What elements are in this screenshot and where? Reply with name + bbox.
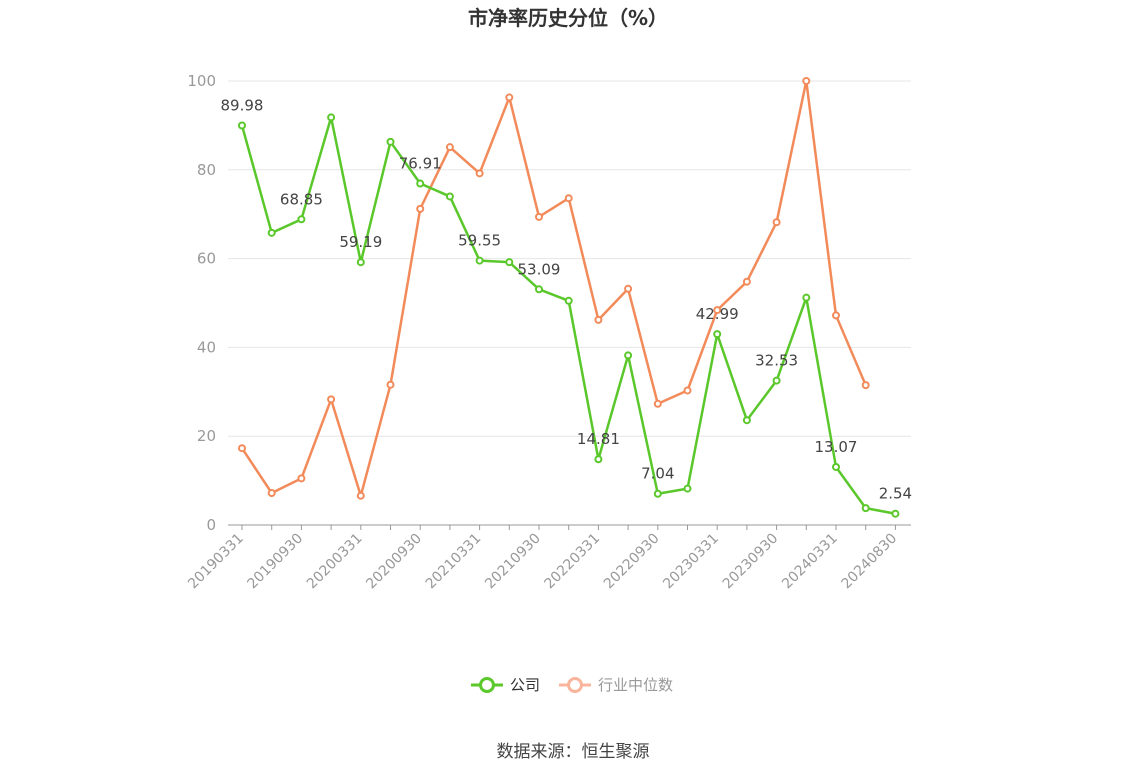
data-labels: 89.98 68.85 59.19 76.91 59.55 53.09 14.81 7.04 4… bbox=[221, 96, 913, 502]
y-axis: 0 20 40 60 80 100 bbox=[187, 72, 216, 534]
data-label: 14.81 bbox=[577, 430, 620, 448]
data-point bbox=[832, 311, 840, 320]
data-point bbox=[356, 258, 365, 267]
y-tick-label: 100 bbox=[187, 72, 216, 90]
x-tick-label: 20210331 bbox=[423, 531, 485, 593]
x-tick-label: 20200930 bbox=[363, 531, 425, 593]
x-tick-label: 20240331 bbox=[779, 531, 841, 593]
legend: 公司 行业中位数 bbox=[471, 676, 673, 694]
data-point bbox=[267, 489, 276, 498]
legend-marker-company bbox=[479, 677, 495, 693]
data-point bbox=[772, 376, 781, 385]
data-label: 2.54 bbox=[879, 485, 912, 503]
x-tick-label: 20210930 bbox=[482, 531, 544, 593]
data-label: 59.55 bbox=[458, 232, 501, 250]
data-point bbox=[475, 256, 484, 265]
data-label: 53.09 bbox=[518, 260, 561, 278]
data-point bbox=[891, 509, 900, 518]
data-point bbox=[327, 395, 336, 404]
data-point bbox=[238, 444, 246, 453]
y-tick-label: 60 bbox=[197, 250, 216, 268]
data-point bbox=[297, 215, 306, 224]
data-point bbox=[297, 474, 306, 483]
data-point bbox=[683, 386, 692, 395]
data-point bbox=[653, 399, 662, 408]
series-layer bbox=[238, 77, 900, 518]
data-point bbox=[416, 179, 425, 188]
legend-label-company: 公司 bbox=[510, 676, 540, 694]
data-label: 13.07 bbox=[815, 438, 858, 456]
data-point bbox=[327, 113, 336, 122]
data-point bbox=[594, 455, 603, 464]
data-point bbox=[683, 484, 692, 493]
data-point bbox=[713, 330, 722, 339]
data-point bbox=[238, 121, 246, 130]
grid bbox=[228, 80, 911, 437]
y-tick-label: 80 bbox=[197, 161, 216, 179]
data-point bbox=[445, 192, 454, 201]
data-point bbox=[624, 284, 633, 293]
data-point bbox=[742, 416, 751, 425]
data-point bbox=[772, 218, 781, 227]
data-point bbox=[802, 77, 811, 85]
x-tick-label: 20220930 bbox=[601, 531, 663, 593]
x-tick-label: 20240830 bbox=[839, 531, 901, 593]
data-point bbox=[267, 228, 276, 237]
x-tick-label: 20190331 bbox=[185, 531, 247, 593]
y-tick-label: 0 bbox=[206, 516, 216, 534]
data-label: 7.04 bbox=[641, 465, 674, 483]
data-point bbox=[594, 315, 603, 324]
data-point bbox=[475, 169, 484, 178]
x-tick-label: 20200331 bbox=[304, 531, 366, 593]
legend-item-industry[interactable]: 行业中位数 bbox=[559, 676, 673, 694]
data-point bbox=[416, 204, 425, 213]
data-label: 68.85 bbox=[280, 190, 323, 208]
x-axis: 2019033120190930202003312020093020210331… bbox=[185, 524, 911, 593]
data-label: 32.53 bbox=[755, 352, 798, 370]
source-note: 数据来源：恒生聚源 bbox=[497, 742, 650, 762]
data-point bbox=[713, 306, 722, 315]
data-point bbox=[505, 258, 514, 267]
legend-marker-industry bbox=[567, 677, 583, 693]
data-label: 76.91 bbox=[399, 155, 442, 173]
data-point bbox=[535, 285, 543, 294]
data-label: 89.98 bbox=[221, 96, 264, 114]
data-point bbox=[861, 504, 870, 513]
data-point bbox=[445, 143, 454, 152]
data-point bbox=[832, 462, 840, 471]
x-tick-label: 20220331 bbox=[542, 531, 604, 593]
data-point bbox=[624, 351, 633, 360]
series-line bbox=[240, 116, 896, 515]
data-point bbox=[535, 212, 543, 221]
data-point bbox=[802, 293, 811, 302]
chart-title: 市净率历史分位（%） bbox=[468, 6, 668, 30]
legend-item-company[interactable]: 公司 bbox=[471, 676, 540, 694]
x-tick-label: 20230331 bbox=[660, 531, 722, 593]
data-point bbox=[386, 380, 395, 389]
y-tick-label: 40 bbox=[197, 338, 216, 356]
data-point bbox=[742, 277, 751, 286]
data-point bbox=[356, 491, 365, 500]
data-point bbox=[386, 137, 395, 146]
data-point bbox=[505, 93, 514, 102]
data-point bbox=[861, 381, 870, 390]
series-line bbox=[240, 79, 867, 497]
data-point bbox=[653, 489, 662, 498]
data-label: 42.99 bbox=[696, 305, 739, 323]
x-tick-label: 20190930 bbox=[245, 531, 307, 593]
y-tick-label: 20 bbox=[197, 427, 216, 445]
legend-label-industry: 行业中位数 bbox=[598, 676, 673, 694]
series-company bbox=[238, 113, 900, 518]
x-tick-label: 20230930 bbox=[720, 531, 782, 593]
data-label: 59.19 bbox=[339, 233, 382, 251]
data-point bbox=[564, 194, 573, 203]
series-industry bbox=[238, 77, 870, 500]
data-point bbox=[564, 296, 573, 305]
